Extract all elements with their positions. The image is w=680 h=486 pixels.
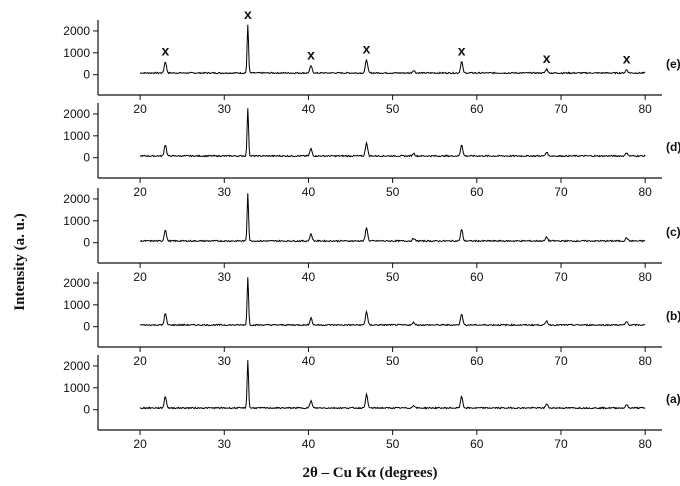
peak-marker: x: [244, 6, 252, 22]
xrd-series-line: [140, 24, 646, 75]
x-tick-label: 60: [470, 102, 484, 116]
x-tick-label: 20: [133, 102, 147, 116]
x-tick-label: 50: [386, 270, 400, 284]
x-tick-label: 80: [638, 102, 652, 116]
x-tick-label: 40: [302, 270, 316, 284]
x-tick-label: 70: [554, 270, 568, 284]
xrd-series-line: [140, 193, 646, 243]
y-tick-label: 2000: [63, 24, 90, 38]
panel-d: 0 1000 2000 20 30 40 50 60 70 80 (d): [63, 103, 680, 199]
xrd-series-line: [139, 360, 646, 410]
y-tick-label: 1000: [63, 298, 90, 312]
panel-label: (c): [666, 225, 680, 239]
x-tick-label: 30: [218, 185, 232, 199]
x-tick-label: 60: [470, 185, 484, 199]
x-tick-label: 80: [638, 270, 652, 284]
y-tick-label: 1000: [63, 381, 90, 395]
peak-marker: x: [307, 47, 315, 63]
x-tick-label: 70: [554, 102, 568, 116]
x-tick-label: 80: [638, 354, 652, 368]
panel-c: 0 1000 2000 20 30 40 50 60 70 80 (c): [63, 188, 680, 284]
x-tick-label: 20: [133, 185, 147, 199]
peak-marker: x: [363, 40, 371, 56]
peak-marker: x: [623, 51, 631, 67]
x-tick-label: 70: [554, 437, 568, 451]
x-tick-label: 20: [133, 437, 147, 451]
peak-marker: x: [543, 50, 551, 66]
x-tick-label: 60: [470, 270, 484, 284]
x-tick-label: 30: [218, 437, 232, 451]
x-tick-label: 20: [133, 270, 147, 284]
x-tick-label: 70: [554, 354, 568, 368]
x-tick-label: 20: [133, 354, 147, 368]
xrd-series-line: [139, 277, 646, 327]
y-tick-label: 2000: [63, 192, 90, 206]
y-tick-label: 1000: [63, 129, 90, 143]
y-tick-label: 0: [83, 403, 90, 417]
x-tick-label: 50: [386, 185, 400, 199]
x-tick-label: 60: [470, 437, 484, 451]
x-tick-label: 70: [554, 185, 568, 199]
y-tick-label: 0: [83, 236, 90, 250]
panel-label: (e): [666, 57, 680, 71]
panel-label: (b): [666, 309, 680, 323]
panel-a: 0 1000 2000 20 30 40 50 60 70 80 (a): [63, 355, 680, 451]
x-tick-label: 30: [218, 354, 232, 368]
y-tick-label: 2000: [63, 107, 90, 121]
x-tick-label: 40: [302, 354, 316, 368]
xrd-series-line: [139, 108, 646, 158]
x-tick-label: 80: [638, 437, 652, 451]
x-tick-label: 50: [386, 354, 400, 368]
x-tick-label: 50: [386, 437, 400, 451]
peak-marker: x: [161, 43, 169, 59]
y-tick-label: 0: [83, 68, 90, 82]
peak-marker: x: [458, 43, 466, 59]
x-tick-label: 60: [470, 354, 484, 368]
panel-label: (d): [666, 140, 680, 154]
x-tick-label: 30: [218, 270, 232, 284]
x-tick-label: 50: [386, 102, 400, 116]
x-tick-label: 80: [638, 185, 652, 199]
panel-label: (a): [666, 392, 680, 406]
y-tick-label: 0: [83, 151, 90, 165]
panel-b: 0 1000 2000 20 30 40 50 60 70 80 (b): [63, 272, 680, 368]
x-tick-label: 40: [302, 185, 316, 199]
x-axis-title: 2θ – Cu Kα (degrees): [302, 465, 437, 481]
y-tick-label: 1000: [63, 46, 90, 60]
y-axis-title: Intensity (a. u.): [12, 213, 28, 311]
x-tick-label: 30: [218, 102, 232, 116]
y-tick-label: 0: [83, 320, 90, 334]
x-tick-label: 40: [302, 437, 316, 451]
y-tick-label: 2000: [63, 276, 90, 290]
y-tick-label: 1000: [63, 214, 90, 228]
x-tick-label: 40: [302, 102, 316, 116]
panel-e: 0 1000 2000 20 30 40 50 60 70 80 (e) x x x x x x x: [63, 6, 680, 116]
y-tick-label: 2000: [63, 359, 90, 373]
